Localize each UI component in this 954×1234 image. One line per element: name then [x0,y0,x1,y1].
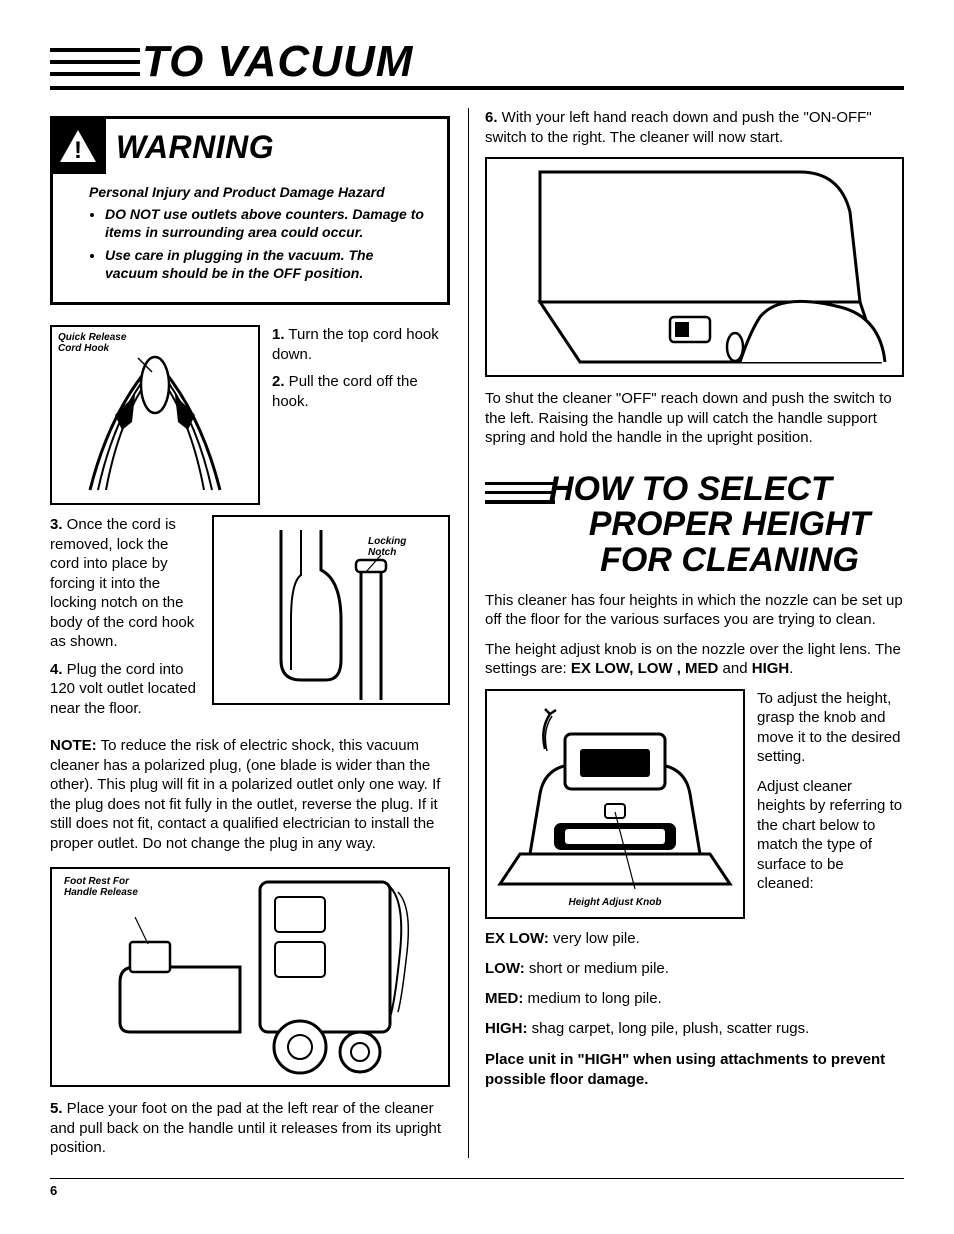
heading-rule-decoration [50,48,140,76]
note-paragraph: NOTE: To reduce the risk of electric sho… [50,736,450,853]
height-intro-2: The height adjust knob is on the nozzle … [485,640,904,679]
adjust-text-2: Adjust cleaner heights by referring to t… [757,777,904,894]
section-2-heading-row: HOW TO SELECT PROPER HEIGHT FOR CLEANING [485,472,904,579]
warning-title: WARNING [116,129,274,166]
warning-header: ! WARNING [53,119,447,180]
page-heading: TO VACUUM [142,40,413,84]
height-adjust-text: To adjust the height, grasp the knob and… [757,689,904,919]
adjust-text-1: To adjust the height, grasp the knob and… [757,689,904,767]
warning-subtitle: Personal Injury and Product Damage Hazar… [53,180,447,206]
heading-rule-decoration [485,482,555,504]
height-intro-1: This cleaner has four heights in which t… [485,591,904,630]
section-2-heading: HOW TO SELECT PROPER HEIGHT FOR CLEANING [555,472,904,579]
step-1-text: 1.1. Turn the top cord hook down. Turn t… [272,325,450,364]
figure-label: Foot Rest For Handle Release [64,877,154,898]
figure-1-row: Quick Release Cord Hook 1.1. Turn the to… [50,325,450,505]
step-6-text: 6. With your left hand reach down and pu… [485,108,904,147]
final-note: Place unit in "HIGH" when using attachme… [485,1050,904,1091]
step-3-text: 3. Once the cord is removed, lock the co… [50,515,200,652]
svg-text:!: ! [74,137,82,164]
page-number: 6 [50,1178,904,1198]
warning-triangle-icon: ! [50,118,106,174]
two-column-layout: ! WARNING Personal Injury and Product Da… [50,108,904,1158]
heading-line-1: HOW TO SELECT [549,472,904,508]
foot-rest-illustration [60,872,440,1082]
heading-line-2: PROPER HEIGHT [555,507,904,543]
right-column: 6. With your left hand reach down and pu… [468,108,904,1158]
figure-foot-rest: Foot Rest For Handle Release [50,867,450,1087]
step-2-text: 2. Pull the cord off the hook. [272,372,450,411]
heading-line-3: FOR CLEANING [555,543,904,579]
figure-label: Locking Notch [368,537,418,558]
step-5-text: 5. Place your foot on the pad at the lef… [50,1099,450,1158]
figure-2-row: 3. Once the cord is removed, lock the co… [50,515,450,726]
height-knob-illustration [490,704,740,904]
figure-4-row: Height Adjust Knob To adjust the height,… [485,689,904,919]
figure-height-knob: Height Adjust Knob [485,689,745,919]
warning-bullet: DO NOT use outlets above counters. Damag… [105,206,429,241]
step-4-text: 4. Plug the cord into 120 volt outlet lo… [50,660,200,719]
warning-bullet: Use care in plugging in the vacuum. The … [105,247,429,282]
steps-3-4: 3. Once the cord is removed, lock the co… [50,515,200,726]
figure-label: Height Adjust Knob [487,898,743,909]
steps-1-2: 1.1. Turn the top cord hook down. Turn t… [272,325,450,505]
shut-off-text: To shut the cleaner "OFF" reach down and… [485,389,904,448]
setting-high: HIGH: shag carpet, long pile, plush, sca… [485,1019,904,1039]
cord-hook-illustration [60,330,250,500]
figure-cord-hook: Quick Release Cord Hook [50,325,260,505]
setting-med: MED: medium to long pile. [485,989,904,1009]
switch-illustration [500,162,890,372]
setting-exlow: EX LOW: very low pile. [485,929,904,949]
figure-locking-notch: Locking Notch [212,515,450,705]
setting-low: LOW: short or medium pile. [485,959,904,979]
height-settings-list: EX LOW: very low pile. LOW: short or med… [485,929,904,1091]
warning-bullet-list: DO NOT use outlets above counters. Damag… [53,206,447,282]
left-column: ! WARNING Personal Injury and Product Da… [50,108,450,1158]
page-heading-row: TO VACUUM [50,40,904,90]
warning-box: ! WARNING Personal Injury and Product Da… [50,116,450,305]
figure-on-off-switch [485,157,904,377]
note-label: NOTE: [50,737,97,754]
note-body: To reduce the risk of electric shock, th… [50,737,440,852]
figure-label: Quick Release Cord Hook [58,333,138,354]
